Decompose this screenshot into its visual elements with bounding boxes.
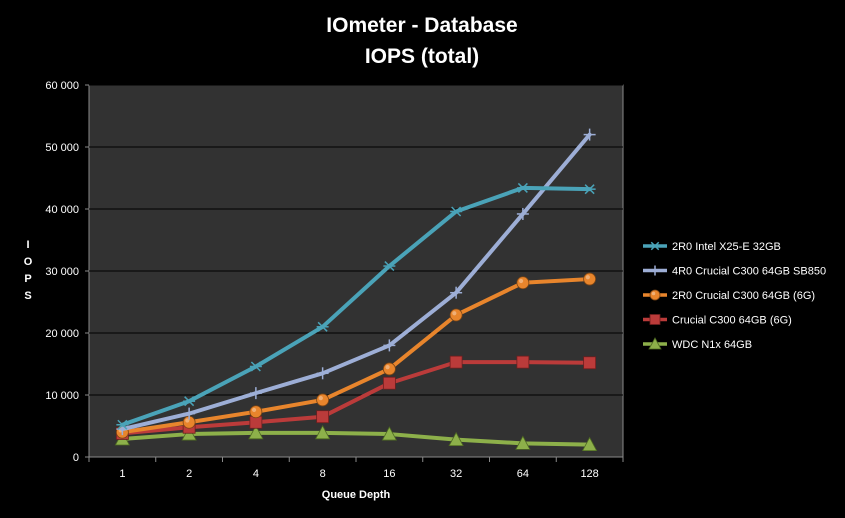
data-point	[116, 419, 129, 430]
legend-label: 2R0 Intel X25-E 32GB	[672, 241, 781, 253]
x-tick-label: 32	[450, 468, 462, 480]
x-tick-label: 8	[320, 468, 326, 480]
x-tick-label: 128	[580, 468, 598, 480]
data-point	[314, 424, 331, 440]
series-line	[120, 277, 592, 435]
data-point	[583, 356, 597, 370]
y-axis-label-letter: S	[24, 290, 31, 302]
series-4r0-crucial-c300-64gb-sb850	[116, 128, 596, 436]
x-tick-label: 1	[119, 468, 125, 480]
data-point	[583, 128, 596, 141]
data-point	[249, 361, 262, 372]
x-tick-label: 2	[186, 468, 192, 480]
y-tick-label: 40 000	[45, 204, 79, 216]
data-point	[516, 276, 530, 290]
data-point	[450, 206, 463, 217]
legend-marker	[649, 289, 661, 301]
series-2r0-intel-x25-e-32gb	[116, 182, 596, 430]
legend-marker	[650, 265, 660, 276]
data-point	[450, 286, 463, 299]
y-axis-label-letter: I	[26, 239, 29, 251]
data-point	[183, 396, 196, 407]
data-point	[383, 261, 396, 272]
legend-entry: 2R0 Intel X25-E 32GB	[643, 241, 781, 253]
y-tick-label: 0	[73, 452, 79, 464]
data-point	[382, 362, 396, 376]
chart-title: IOmeter - Database	[326, 14, 517, 37]
y-axis-label-letter: P	[24, 273, 31, 285]
data-point	[316, 410, 330, 424]
legend-label: 2R0 Crucial C300 64GB (6G)	[672, 290, 815, 302]
y-axis-label: IOPS	[24, 239, 33, 302]
legend-label: 4R0 Crucial C300 64GB SB850	[672, 266, 826, 278]
data-point	[183, 407, 196, 420]
gridlines	[89, 84, 623, 396]
legend-entry: 2R0 Crucial C300 64GB (6G)	[643, 289, 815, 302]
y-tick-label: 10 000	[45, 390, 79, 402]
x-tick-label: 64	[517, 468, 529, 480]
series-line	[120, 360, 592, 436]
x-tick-label: 4	[253, 468, 259, 480]
x-axis-label: Queue Depth	[322, 489, 391, 501]
series-line	[120, 430, 592, 447]
data-point	[382, 376, 396, 390]
data-point	[516, 355, 530, 369]
y-tick-label: 60 000	[45, 80, 79, 92]
y-tick-label: 50 000	[45, 142, 79, 154]
data-point	[248, 424, 264, 440]
data-point	[581, 436, 598, 452]
data-point	[516, 207, 529, 220]
y-tick-label: 30 000	[45, 266, 79, 278]
legend: 2R0 Intel X25-E 32GB 4R0 Crucial C300 64G…	[643, 241, 826, 351]
data-point	[381, 426, 398, 441]
x-tick-label: 16	[383, 468, 395, 480]
data-point	[316, 321, 329, 332]
legend-entry: 4R0 Crucial C300 64GB SB850	[643, 265, 826, 278]
data-point	[516, 182, 529, 193]
data-point	[448, 431, 464, 447]
data-point	[316, 393, 330, 407]
y-axis-label-letter: O	[24, 256, 33, 268]
data-point	[316, 367, 329, 380]
data-point	[449, 308, 463, 322]
series-line	[120, 185, 592, 427]
legend-label: Crucial C300 64GB (6G)	[672, 315, 792, 327]
series-line	[120, 132, 592, 432]
data-point	[249, 387, 262, 400]
legend-marker	[648, 337, 662, 350]
legend-entry: Crucial C300 64GB (6G)	[643, 314, 792, 327]
legend-entry: WDC N1x 64GB	[643, 337, 752, 351]
y-axis-ticks: 0 10 000 20 000 30 000 40 000 50 000 60 000	[45, 80, 89, 464]
x-axis-ticks: 1 2 4 8 16 32 64 128	[88, 457, 624, 480]
chart-subtitle: IOPS (total)	[365, 45, 479, 68]
data-point	[515, 435, 531, 450]
data-point	[249, 405, 263, 419]
legend-label: WDC N1x 64GB	[672, 339, 752, 351]
data-point	[383, 339, 396, 352]
y-tick-label: 20 000	[45, 328, 79, 340]
legend-marker	[650, 241, 660, 251]
data-point	[182, 415, 196, 429]
data-point	[583, 272, 597, 286]
legend-marker	[649, 314, 661, 325]
data-point	[449, 355, 463, 369]
series-layer	[114, 128, 598, 452]
data-point	[583, 184, 596, 195]
